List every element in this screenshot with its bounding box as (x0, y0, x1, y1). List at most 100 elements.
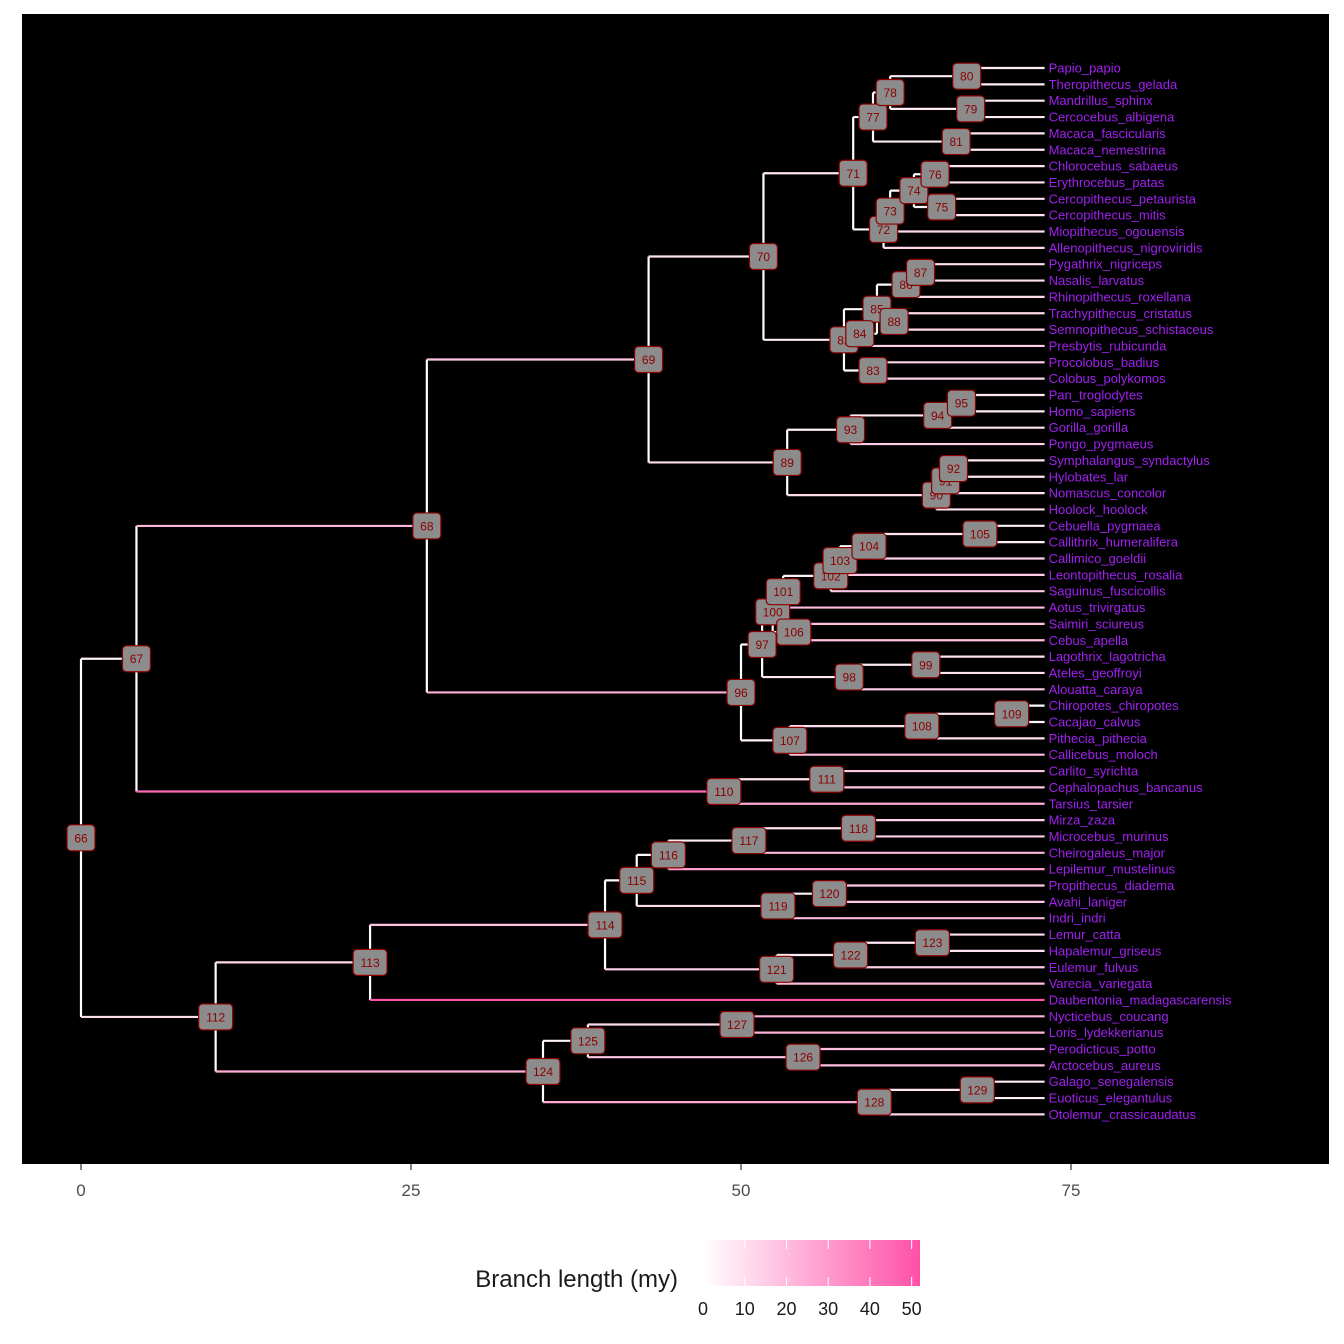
x-tick-label: 75 (1062, 1181, 1081, 1200)
tip-label: Microcebus_murinus (1049, 829, 1169, 844)
tip-label: Cheirogaleus_major (1049, 845, 1166, 860)
node-box (198, 1003, 234, 1031)
node-label-77: 77 (858, 103, 888, 131)
node-number: 117 (739, 834, 758, 848)
tip-label: Euoticus_elegantulus (1049, 1091, 1173, 1106)
tip-label: Pygathrix_nigriceps (1049, 257, 1163, 272)
node-box (840, 814, 877, 842)
node-box (962, 520, 998, 548)
node-label-117: 117 (731, 826, 767, 855)
node-label-120: 120 (811, 880, 848, 908)
node-number: 72 (877, 223, 891, 237)
legend-tick-label: 50 (902, 1299, 922, 1319)
node-label-123: 123 (914, 929, 951, 957)
node-label-81: 81 (941, 127, 971, 156)
node-number: 70 (757, 250, 771, 264)
node-number: 89 (781, 456, 795, 470)
legend-title: Branch length (my) (475, 1266, 678, 1293)
node-number: 81 (949, 135, 963, 149)
tip-label: Chiropotes_chiropotes (1049, 698, 1180, 713)
tip-label: Macaca_fascicularis (1049, 126, 1167, 141)
tip-label: Procolobus_badius (1049, 355, 1160, 370)
node-box (412, 512, 442, 540)
node-label-122: 122 (832, 941, 869, 969)
tip-label: Presbytis_rubicunda (1049, 338, 1168, 353)
node-box (938, 454, 969, 483)
node-box (835, 416, 866, 444)
node-box (956, 95, 986, 123)
node-label-80: 80 (952, 62, 982, 90)
tip-label: Rhinopithecus_roxellana (1049, 289, 1192, 304)
node-label-107: 107 (772, 726, 808, 754)
node-label-119: 119 (760, 892, 796, 920)
node-number: 106 (784, 626, 804, 640)
node-number: 74 (907, 184, 921, 198)
node-label-115: 115 (619, 866, 655, 894)
node-label-97: 97 (747, 630, 777, 659)
x-axis: 0 25 50 75 (76, 1164, 1080, 1200)
node-number: 112 (206, 1010, 225, 1024)
node-label-93: 93 (835, 416, 866, 444)
node-box (121, 645, 152, 673)
node-number: 120 (819, 887, 839, 901)
tip-label: Pan_troglodytes (1049, 388, 1143, 403)
tip-label: Callicebus_moloch (1049, 747, 1158, 762)
node-box (858, 356, 888, 385)
node-number: 107 (780, 734, 800, 748)
tip-label: Eulemur_fulvus (1049, 960, 1139, 975)
node-number: 76 (928, 168, 942, 182)
tip-label: Leontopithecus_rosalia (1049, 567, 1183, 582)
x-tick-label: 25 (402, 1181, 421, 1200)
node-label-114: 114 (587, 911, 623, 939)
tip-label: Symphalangus_syndactylus (1049, 453, 1211, 468)
tip-label: Cercopithecus_mitis (1049, 208, 1167, 223)
node-label-99: 99 (911, 651, 941, 679)
node-label-125: 125 (570, 1027, 606, 1055)
tip-label: Galago_senegalensis (1049, 1074, 1175, 1089)
node-label-68: 68 (412, 512, 442, 540)
node-number: 101 (773, 585, 793, 599)
tip-label: Loris_lydekkerianus (1049, 1025, 1164, 1040)
node-label-96: 96 (726, 678, 756, 707)
node-label-71: 71 (838, 159, 868, 187)
tip-label: Nycticebus_coucang (1049, 1009, 1169, 1024)
tip-label: Homo_sapiens (1049, 404, 1136, 419)
node-box (731, 826, 767, 855)
node-label-73: 73 (875, 197, 905, 225)
node-number: 80 (960, 70, 974, 84)
node-number: 79 (964, 102, 978, 116)
tip-label: Cercopithecus_petaurista (1049, 191, 1197, 206)
node-label-124: 124 (525, 1057, 561, 1086)
tip-label: Ateles_geoffroyi (1049, 665, 1142, 680)
tip-label: Cephalopachus_bancanus (1049, 780, 1203, 795)
tip-label: Hoolock_hoolock (1049, 502, 1149, 517)
node-label-108: 108 (904, 712, 940, 740)
node-box (352, 948, 388, 976)
node-number: 83 (866, 364, 880, 378)
node-box (587, 911, 623, 939)
node-box (904, 712, 940, 740)
node-label-89: 89 (772, 448, 802, 477)
node-box (760, 892, 796, 920)
legend-tick-label: 40 (860, 1299, 880, 1319)
tip-label: Nomascus_concolor (1049, 486, 1167, 501)
node-number: 118 (849, 822, 868, 836)
node-label-83: 83 (858, 356, 888, 385)
tip-label: Pithecia_pithecia (1049, 731, 1148, 746)
node-label-95: 95 (946, 389, 977, 417)
node-number: 66 (74, 831, 88, 845)
node-number: 121 (767, 963, 787, 977)
tip-label: Miopithecus_ogouensis (1049, 224, 1185, 239)
node-label-105: 105 (962, 520, 998, 548)
node-number: 111 (818, 773, 837, 787)
node-label-70: 70 (748, 242, 779, 271)
node-box (993, 700, 1030, 728)
node-label-69: 69 (633, 345, 664, 374)
node-box (525, 1057, 561, 1086)
tip-label: Callimico_goeldii (1049, 551, 1147, 566)
node-label-87: 87 (905, 258, 936, 286)
node-box (856, 1088, 892, 1116)
node-label-94: 94 (923, 401, 953, 430)
tip-label: Perodicticus_potto (1049, 1042, 1156, 1057)
tip-label: Tarsius_tarsier (1049, 796, 1134, 811)
